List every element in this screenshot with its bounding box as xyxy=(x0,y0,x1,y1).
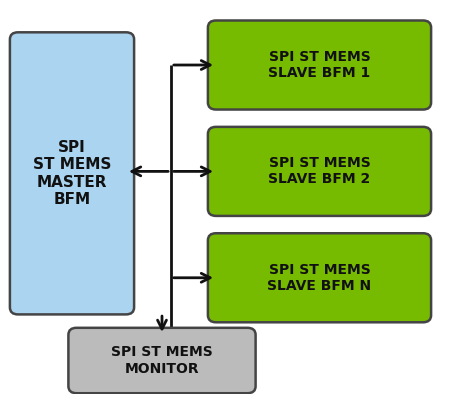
Text: SPI ST MEMS
SLAVE BFM 1: SPI ST MEMS SLAVE BFM 1 xyxy=(268,50,371,80)
Text: SPI ST MEMS
MONITOR: SPI ST MEMS MONITOR xyxy=(111,346,213,375)
Text: SPI ST MEMS
SLAVE BFM N: SPI ST MEMS SLAVE BFM N xyxy=(267,263,372,293)
FancyBboxPatch shape xyxy=(10,32,134,314)
FancyBboxPatch shape xyxy=(208,127,431,216)
FancyBboxPatch shape xyxy=(68,328,256,393)
FancyBboxPatch shape xyxy=(208,233,431,322)
Text: SPI
ST MEMS
MASTER
BFM: SPI ST MEMS MASTER BFM xyxy=(33,140,111,207)
FancyBboxPatch shape xyxy=(208,20,431,110)
Text: SPI ST MEMS
SLAVE BFM 2: SPI ST MEMS SLAVE BFM 2 xyxy=(268,156,371,186)
